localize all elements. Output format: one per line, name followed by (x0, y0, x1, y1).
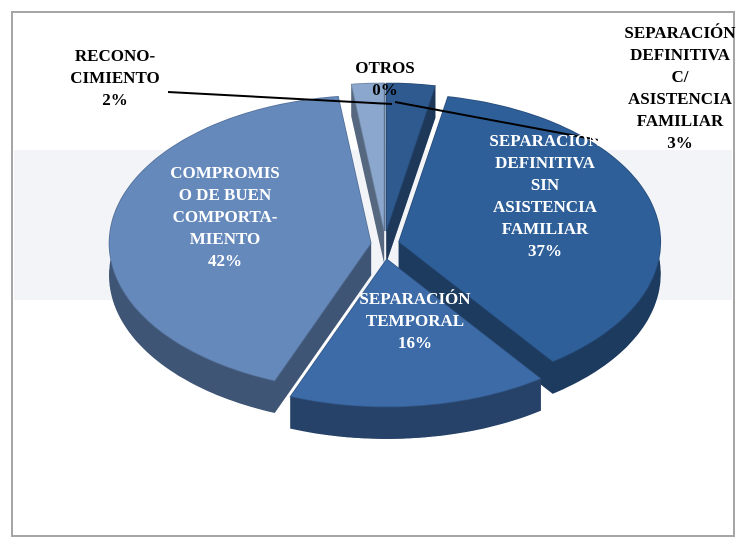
category-label: OTROS (355, 58, 415, 77)
slice-label: SEPARACIÓN DEFINITIVA SIN ASISTENCIA FAM… (485, 130, 605, 262)
slice-label: SEPARACIÓN TEMPORAL 16% (350, 288, 480, 354)
slice-label: RECONO-CIMIENTO 2% (60, 45, 170, 111)
slice-label: OTROS 0% (345, 57, 425, 101)
tops (108, 82, 662, 408)
leader-line (167, 91, 393, 105)
category-label: SEPARACIÓN DEFINITIVA SIN ASISTENCIA FAM… (489, 131, 601, 238)
slice (385, 82, 436, 232)
slice-side (290, 378, 541, 439)
slice (398, 96, 662, 363)
category-label: RECONO-CIMIENTO (70, 46, 160, 87)
slice-side (386, 85, 436, 264)
slice (350, 82, 385, 232)
slice-label: SEPARACIÓN DEFINITIVA C/ ASISTENCIA FAMI… (621, 22, 739, 154)
value-label: 37% (528, 241, 562, 260)
slice-label: COMPROMISO DE BUEN COMPORTA-MIENTO 42% (165, 162, 285, 272)
category-label: SEPARACIÓN TEMPORAL (359, 289, 471, 330)
slice-side (274, 243, 372, 413)
slice-side (351, 84, 385, 263)
slice (108, 95, 372, 382)
slice (289, 258, 542, 408)
value-label: 3% (667, 133, 693, 152)
value-label: 42% (208, 251, 242, 270)
leader-line (394, 101, 599, 141)
category-label: SEPARACIÓN DEFINITIVA C/ ASISTENCIA FAMI… (624, 23, 736, 130)
slice-side (398, 241, 553, 394)
value-label: 16% (398, 333, 432, 352)
value-label: 2% (102, 90, 128, 109)
value-label: 0% (372, 80, 398, 99)
category-label: COMPROMISO DE BUEN COMPORTA-MIENTO (170, 163, 280, 248)
